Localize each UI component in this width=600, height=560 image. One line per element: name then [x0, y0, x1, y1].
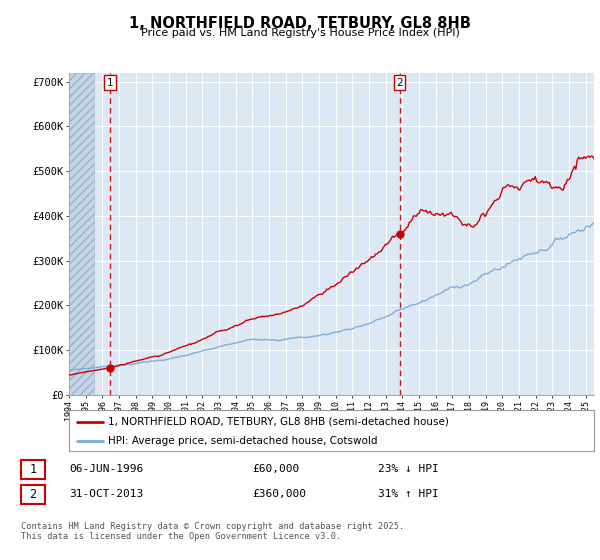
Text: 1: 1	[106, 78, 113, 87]
Text: HPI: Average price, semi-detached house, Cotswold: HPI: Average price, semi-detached house,…	[109, 436, 378, 446]
Text: Contains HM Land Registry data © Crown copyright and database right 2025.
This d: Contains HM Land Registry data © Crown c…	[21, 522, 404, 542]
Text: £360,000: £360,000	[252, 489, 306, 499]
Text: 06-JUN-1996: 06-JUN-1996	[69, 464, 143, 474]
Text: 23% ↓ HPI: 23% ↓ HPI	[378, 464, 439, 474]
Bar	[69, 73, 94, 395]
Text: £60,000: £60,000	[252, 464, 299, 474]
Text: 2: 2	[396, 78, 403, 87]
Text: 1, NORTHFIELD ROAD, TETBURY, GL8 8HB (semi-detached house): 1, NORTHFIELD ROAD, TETBURY, GL8 8HB (se…	[109, 417, 449, 427]
Text: 31% ↑ HPI: 31% ↑ HPI	[378, 489, 439, 499]
Text: 1: 1	[29, 463, 37, 476]
Text: Price paid vs. HM Land Registry's House Price Index (HPI): Price paid vs. HM Land Registry's House …	[140, 28, 460, 38]
Text: 1, NORTHFIELD ROAD, TETBURY, GL8 8HB: 1, NORTHFIELD ROAD, TETBURY, GL8 8HB	[129, 16, 471, 31]
Text: 2: 2	[29, 488, 37, 501]
Text: 31-OCT-2013: 31-OCT-2013	[69, 489, 143, 499]
